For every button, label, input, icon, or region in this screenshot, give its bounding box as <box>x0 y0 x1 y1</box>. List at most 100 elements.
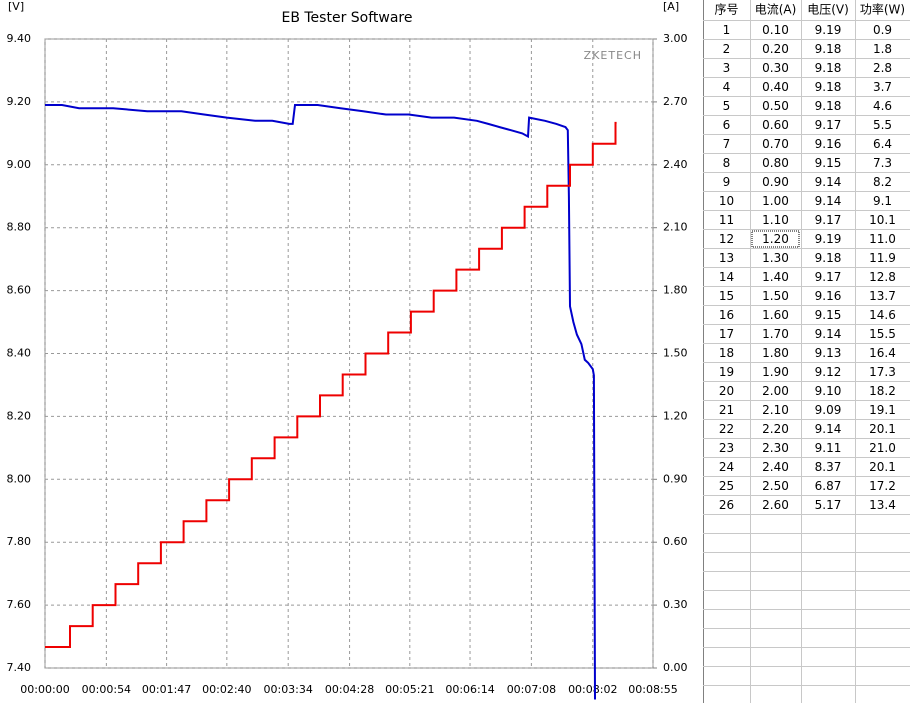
table-cell: 1.00 <box>762 194 789 208</box>
table-cell: 26 <box>719 498 734 512</box>
table-cell: 0.30 <box>762 61 789 75</box>
plot: 7.40 7.60 7.80 8.00 8.20 8.40 8.60 8.80 9.00 9.20… <box>7 32 688 700</box>
table-cell: 21 <box>719 403 734 417</box>
table-cell: 9.19 <box>815 23 842 37</box>
x-tick-label: 00:02:40 <box>202 683 251 696</box>
table-cell: 1.8 <box>873 42 892 56</box>
table-cell: 20.1 <box>869 422 896 436</box>
table-cell: 11.0 <box>869 232 896 246</box>
table-cell: 12.8 <box>869 270 896 284</box>
table-header: 功率(W) <box>860 2 905 17</box>
table-cell: 9.14 <box>815 175 842 189</box>
table-cell: 2.40 <box>762 460 789 474</box>
table-cell: 2.50 <box>762 479 789 493</box>
table-cell: 9.1 <box>873 194 892 208</box>
table-cell: 12 <box>719 232 734 246</box>
table-cell: 17.2 <box>869 479 896 493</box>
table-cell: 17.3 <box>869 365 896 379</box>
table-cell: 0.40 <box>762 80 789 94</box>
table-bg <box>703 0 910 703</box>
table-cell: 13 <box>719 251 734 265</box>
y-tick-label: 9.20 <box>7 95 32 108</box>
table-cell: 2.10 <box>762 403 789 417</box>
table-cell: 14.6 <box>869 308 896 322</box>
table-cell: 1.10 <box>762 213 789 227</box>
table-cell: 11 <box>719 213 734 227</box>
table-cell: 5.17 <box>815 498 842 512</box>
table-cell: 10.1 <box>869 213 896 227</box>
table-cell: 15.5 <box>869 327 896 341</box>
table-cell: 0.9 <box>873 23 892 37</box>
table-cell: 19.1 <box>869 403 896 417</box>
y2-tick-label: 3.00 <box>663 32 688 45</box>
y-tick-label: 8.00 <box>7 472 32 485</box>
table-cell: 6 <box>723 118 731 132</box>
table-cell: 3.7 <box>873 80 892 94</box>
y2-tick-label: 1.50 <box>663 347 688 360</box>
table-cell: 9.17 <box>815 213 842 227</box>
x-tick-label: 00:08:55 <box>628 683 677 696</box>
table-cell: 9.11 <box>815 441 842 455</box>
table-cell: 4.6 <box>873 99 892 113</box>
x-tick-label: 00:01:47 <box>142 683 191 696</box>
table-cell: 2.30 <box>762 441 789 455</box>
y-tick-label: 8.60 <box>7 284 32 297</box>
y2-tick-label: 2.70 <box>663 95 688 108</box>
table-cell: 25 <box>719 479 734 493</box>
table-cell: 6.4 <box>873 137 892 151</box>
table-cell: 9 <box>723 175 731 189</box>
table-cell: 9.18 <box>815 42 842 56</box>
table-cell: 9.15 <box>815 156 842 170</box>
table-cell: 8.2 <box>873 175 892 189</box>
table-cell: 9.14 <box>815 422 842 436</box>
table-cell: 2 <box>723 42 731 56</box>
y-tick-label: 9.40 <box>7 32 32 45</box>
table-cell: 18.2 <box>869 384 896 398</box>
table-cell: 20.1 <box>869 460 896 474</box>
table-header: 电压(V) <box>807 3 849 17</box>
table-cell: 1.90 <box>762 365 789 379</box>
table-cell: 9.16 <box>815 137 842 151</box>
y-tick-label: 7.60 <box>7 598 32 611</box>
y-tick-label: 8.80 <box>7 221 32 234</box>
table-cell: 13.4 <box>869 498 896 512</box>
table-cell: 8.37 <box>815 460 842 474</box>
table-cell: 9.18 <box>815 80 842 94</box>
table-cell: 0.10 <box>762 23 789 37</box>
watermark: ZKETECH <box>584 49 642 62</box>
x-tick-label: 00:04:28 <box>325 683 374 696</box>
x-tick-label: 00:08:02 <box>568 683 617 696</box>
table-cell: 9.16 <box>815 289 842 303</box>
table-cell: 9.14 <box>815 327 842 341</box>
table-cell: 9.18 <box>815 251 842 265</box>
x-tick-label: 00:07:08 <box>507 683 556 696</box>
x-tick-label: 00:05:21 <box>385 683 434 696</box>
table-cell: 9.18 <box>815 99 842 113</box>
table-cell: 10 <box>719 194 734 208</box>
y-tick-label: 7.80 <box>7 535 32 548</box>
table-cell: 1.60 <box>762 308 789 322</box>
table-cell: 14 <box>719 270 734 284</box>
y2-tick-label: 1.20 <box>663 409 688 422</box>
table-cell: 2.20 <box>762 422 789 436</box>
y2-tick-label: 0.00 <box>663 661 688 674</box>
table-cell: 3 <box>723 61 731 75</box>
table-cell: 7.3 <box>873 156 892 170</box>
series-line <box>45 104 596 700</box>
table-cell: 1.50 <box>762 289 789 303</box>
y-tick-label: 7.40 <box>7 661 32 674</box>
y2-tick-label: 0.90 <box>663 472 688 485</box>
y-axis-label: [V] <box>8 0 24 13</box>
x-tick-label: 00:00:54 <box>82 683 131 696</box>
table-cell: 17 <box>719 327 734 341</box>
table-cell: 1.80 <box>762 346 789 360</box>
y2-tick-label: 0.60 <box>663 535 688 548</box>
series-line <box>45 121 617 648</box>
x-tick-label: 00:00:00 <box>20 683 69 696</box>
y2-tick-label: 2.10 <box>663 221 688 234</box>
table-cell: 9.17 <box>815 270 842 284</box>
table-cell: 1.70 <box>762 327 789 341</box>
table-cell: 9.13 <box>815 346 842 360</box>
y2-tick-label: 0.30 <box>663 598 688 611</box>
